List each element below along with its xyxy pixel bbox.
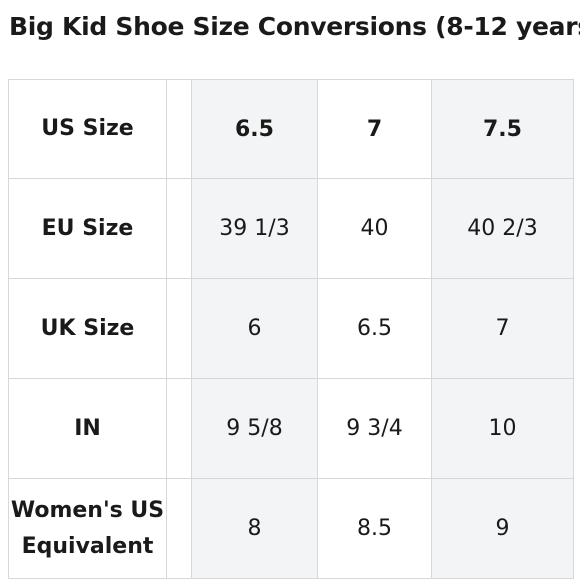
row-label-eu-size: EU Size bbox=[8, 179, 167, 279]
spacer-cell bbox=[167, 379, 192, 479]
row-label-text: IN bbox=[74, 415, 101, 441]
row-label-text: EU Size bbox=[41, 215, 134, 241]
row-label-uk-size: UK Size bbox=[8, 279, 167, 379]
table-cell: 9 5/8 bbox=[192, 379, 318, 479]
table-cell: 9 bbox=[432, 479, 574, 579]
table-cell: 39 1/3 bbox=[192, 179, 318, 279]
row-label-text: UK Size bbox=[40, 315, 135, 341]
table-cell: 40 bbox=[318, 179, 432, 279]
size-conversion-table: US Size 6.5 7 7.5 EU Size 39 1/3 40 40 2… bbox=[8, 79, 574, 579]
table-cell: 9 3/4 bbox=[318, 379, 432, 479]
spacer-cell bbox=[167, 179, 192, 279]
table-cell: 7 bbox=[318, 79, 432, 179]
table-cell: 40 2/3 bbox=[432, 179, 574, 279]
row-label-us-size: US Size bbox=[8, 79, 167, 179]
table-cell: 6 bbox=[192, 279, 318, 379]
page-title: Big Kid Shoe Size Conversions (8-12 year… bbox=[9, 12, 580, 41]
row-label-text: US Size bbox=[41, 116, 134, 141]
spacer-cell bbox=[167, 279, 192, 379]
spacer-cell bbox=[167, 479, 192, 579]
row-label-in: IN bbox=[8, 379, 167, 479]
table-cell: 7.5 bbox=[432, 79, 574, 179]
table-cell: 7 bbox=[432, 279, 574, 379]
table-cell: 8.5 bbox=[318, 479, 432, 579]
table-cell: 6.5 bbox=[192, 79, 318, 179]
row-label-text: Women's US Equivalent bbox=[10, 497, 165, 559]
table-cell: 6.5 bbox=[318, 279, 432, 379]
spacer-cell bbox=[167, 79, 192, 179]
row-label-womens-us-equivalent: Women's US Equivalent bbox=[8, 479, 167, 579]
table-cell: 8 bbox=[192, 479, 318, 579]
table-cell: 10 bbox=[432, 379, 574, 479]
